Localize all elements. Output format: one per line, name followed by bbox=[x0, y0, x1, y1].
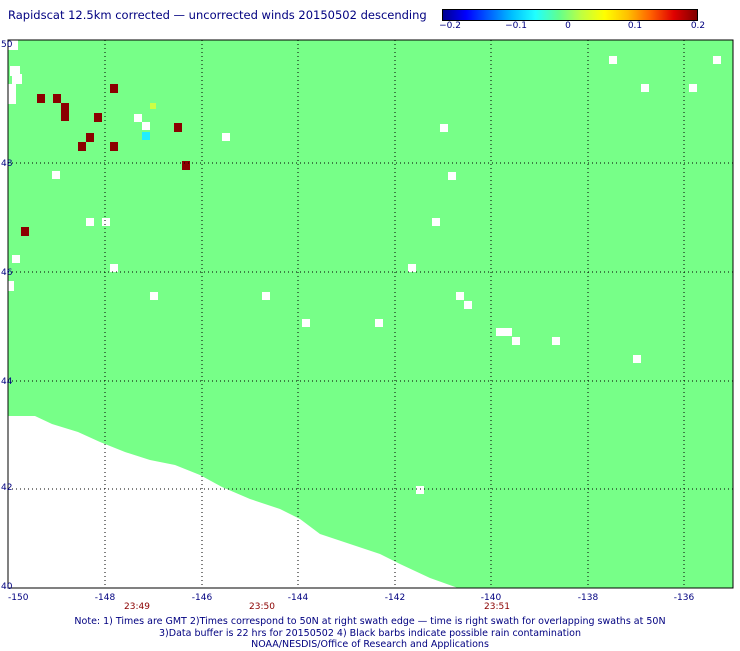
lon-label: -148 bbox=[95, 593, 116, 603]
colorbar-tick-label: −0.1 bbox=[505, 21, 527, 31]
lat-label: 46 bbox=[1, 268, 13, 278]
plot-border bbox=[7, 39, 734, 589]
lat-label: 50 bbox=[1, 40, 13, 50]
colorbar-tick-label: 0.1 bbox=[627, 21, 643, 31]
footnote-line: NOAA/NESDIS/Office of Research and Appli… bbox=[251, 639, 489, 650]
longitude-labels: -150 -148 -146 -144 -142 -140 -138 -136 bbox=[8, 593, 694, 603]
footnote-line: 3)Data buffer is 22 hrs for 20150502 4) … bbox=[159, 627, 581, 639]
time-label: 23:49 bbox=[124, 602, 150, 612]
rain-contamination-cells bbox=[21, 84, 190, 236]
lat-label: 48 bbox=[1, 159, 13, 169]
colorbar bbox=[442, 9, 698, 21]
lon-label: -138 bbox=[578, 593, 599, 603]
data-gaps bbox=[8, 40, 721, 494]
graticule bbox=[8, 40, 733, 588]
lon-label: -144 bbox=[288, 593, 309, 603]
colorbar-tick-label: −0.2 bbox=[439, 21, 461, 31]
lat-label: 44 bbox=[1, 377, 13, 387]
negative-difference-cell bbox=[142, 132, 150, 140]
map-title: Rapidscat 12.5km corrected — uncorrected… bbox=[8, 8, 427, 22]
lon-label: -142 bbox=[385, 593, 405, 603]
latitude-labels: 50 48 46 44 42 40 bbox=[1, 40, 13, 592]
lat-label: 42 bbox=[1, 483, 12, 493]
swath-area bbox=[8, 40, 733, 588]
colorbar-tick-label: 0.2 bbox=[690, 21, 706, 31]
lon-label: -146 bbox=[192, 593, 213, 603]
lat-label: 40 bbox=[1, 582, 13, 592]
time-label: 23:50 bbox=[249, 602, 275, 612]
lon-label: -136 bbox=[674, 593, 695, 603]
lon-label: -140 bbox=[481, 593, 502, 603]
small-positive-difference-cell bbox=[150, 103, 156, 109]
swath-time-labels: 23:49 23:50 23:51 bbox=[124, 602, 510, 612]
colorbar-tick-label: 0 bbox=[565, 21, 571, 31]
lon-label: -150 bbox=[8, 593, 29, 603]
footnotes: Note: 1) Times are GMT 2)Times correspon… bbox=[0, 616, 740, 651]
time-label: 23:51 bbox=[484, 602, 510, 612]
footnote-line: Note: 1) Times are GMT 2)Times correspon… bbox=[74, 616, 666, 627]
